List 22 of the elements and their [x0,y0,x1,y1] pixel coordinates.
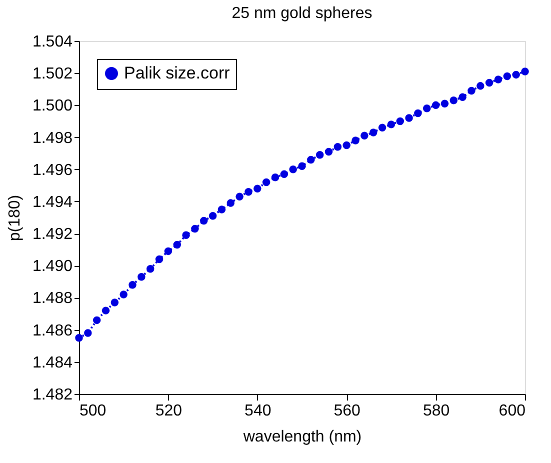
y-tick-label: 1.490 [32,258,73,276]
y-tick-label: 1.500 [32,98,73,115]
x-tick-label: 520 [155,402,182,420]
x-tick-label: 600 [498,402,526,420]
y-tick-label: 1.492 [32,226,73,244]
y-tick-label: 1.504 [32,34,73,50]
y-tick-label: 1.498 [32,130,73,147]
legend-label: Palik size.corr [124,64,230,82]
y-tick-label: 1.486 [32,322,73,340]
y-tick-label: 1.488 [32,290,73,308]
y-tick-label: 1.482 [32,386,73,404]
x-tick-label: 540 [244,402,272,420]
x-tick-label: 580 [422,402,450,420]
chart-title: 25 nm gold spheres [232,5,372,22]
x-tick-label: 560 [334,402,361,420]
x-axis-title: wavelength (nm) [242,428,362,446]
x-tick-label: 500 [80,402,106,420]
y-tick-label: 1.494 [32,194,73,211]
y-tick-label: 1.502 [32,66,73,83]
y-tick-label: 1.484 [32,354,73,372]
y-tick-label: 1.496 [32,162,73,179]
y-axis-title: p(180) [6,194,24,242]
